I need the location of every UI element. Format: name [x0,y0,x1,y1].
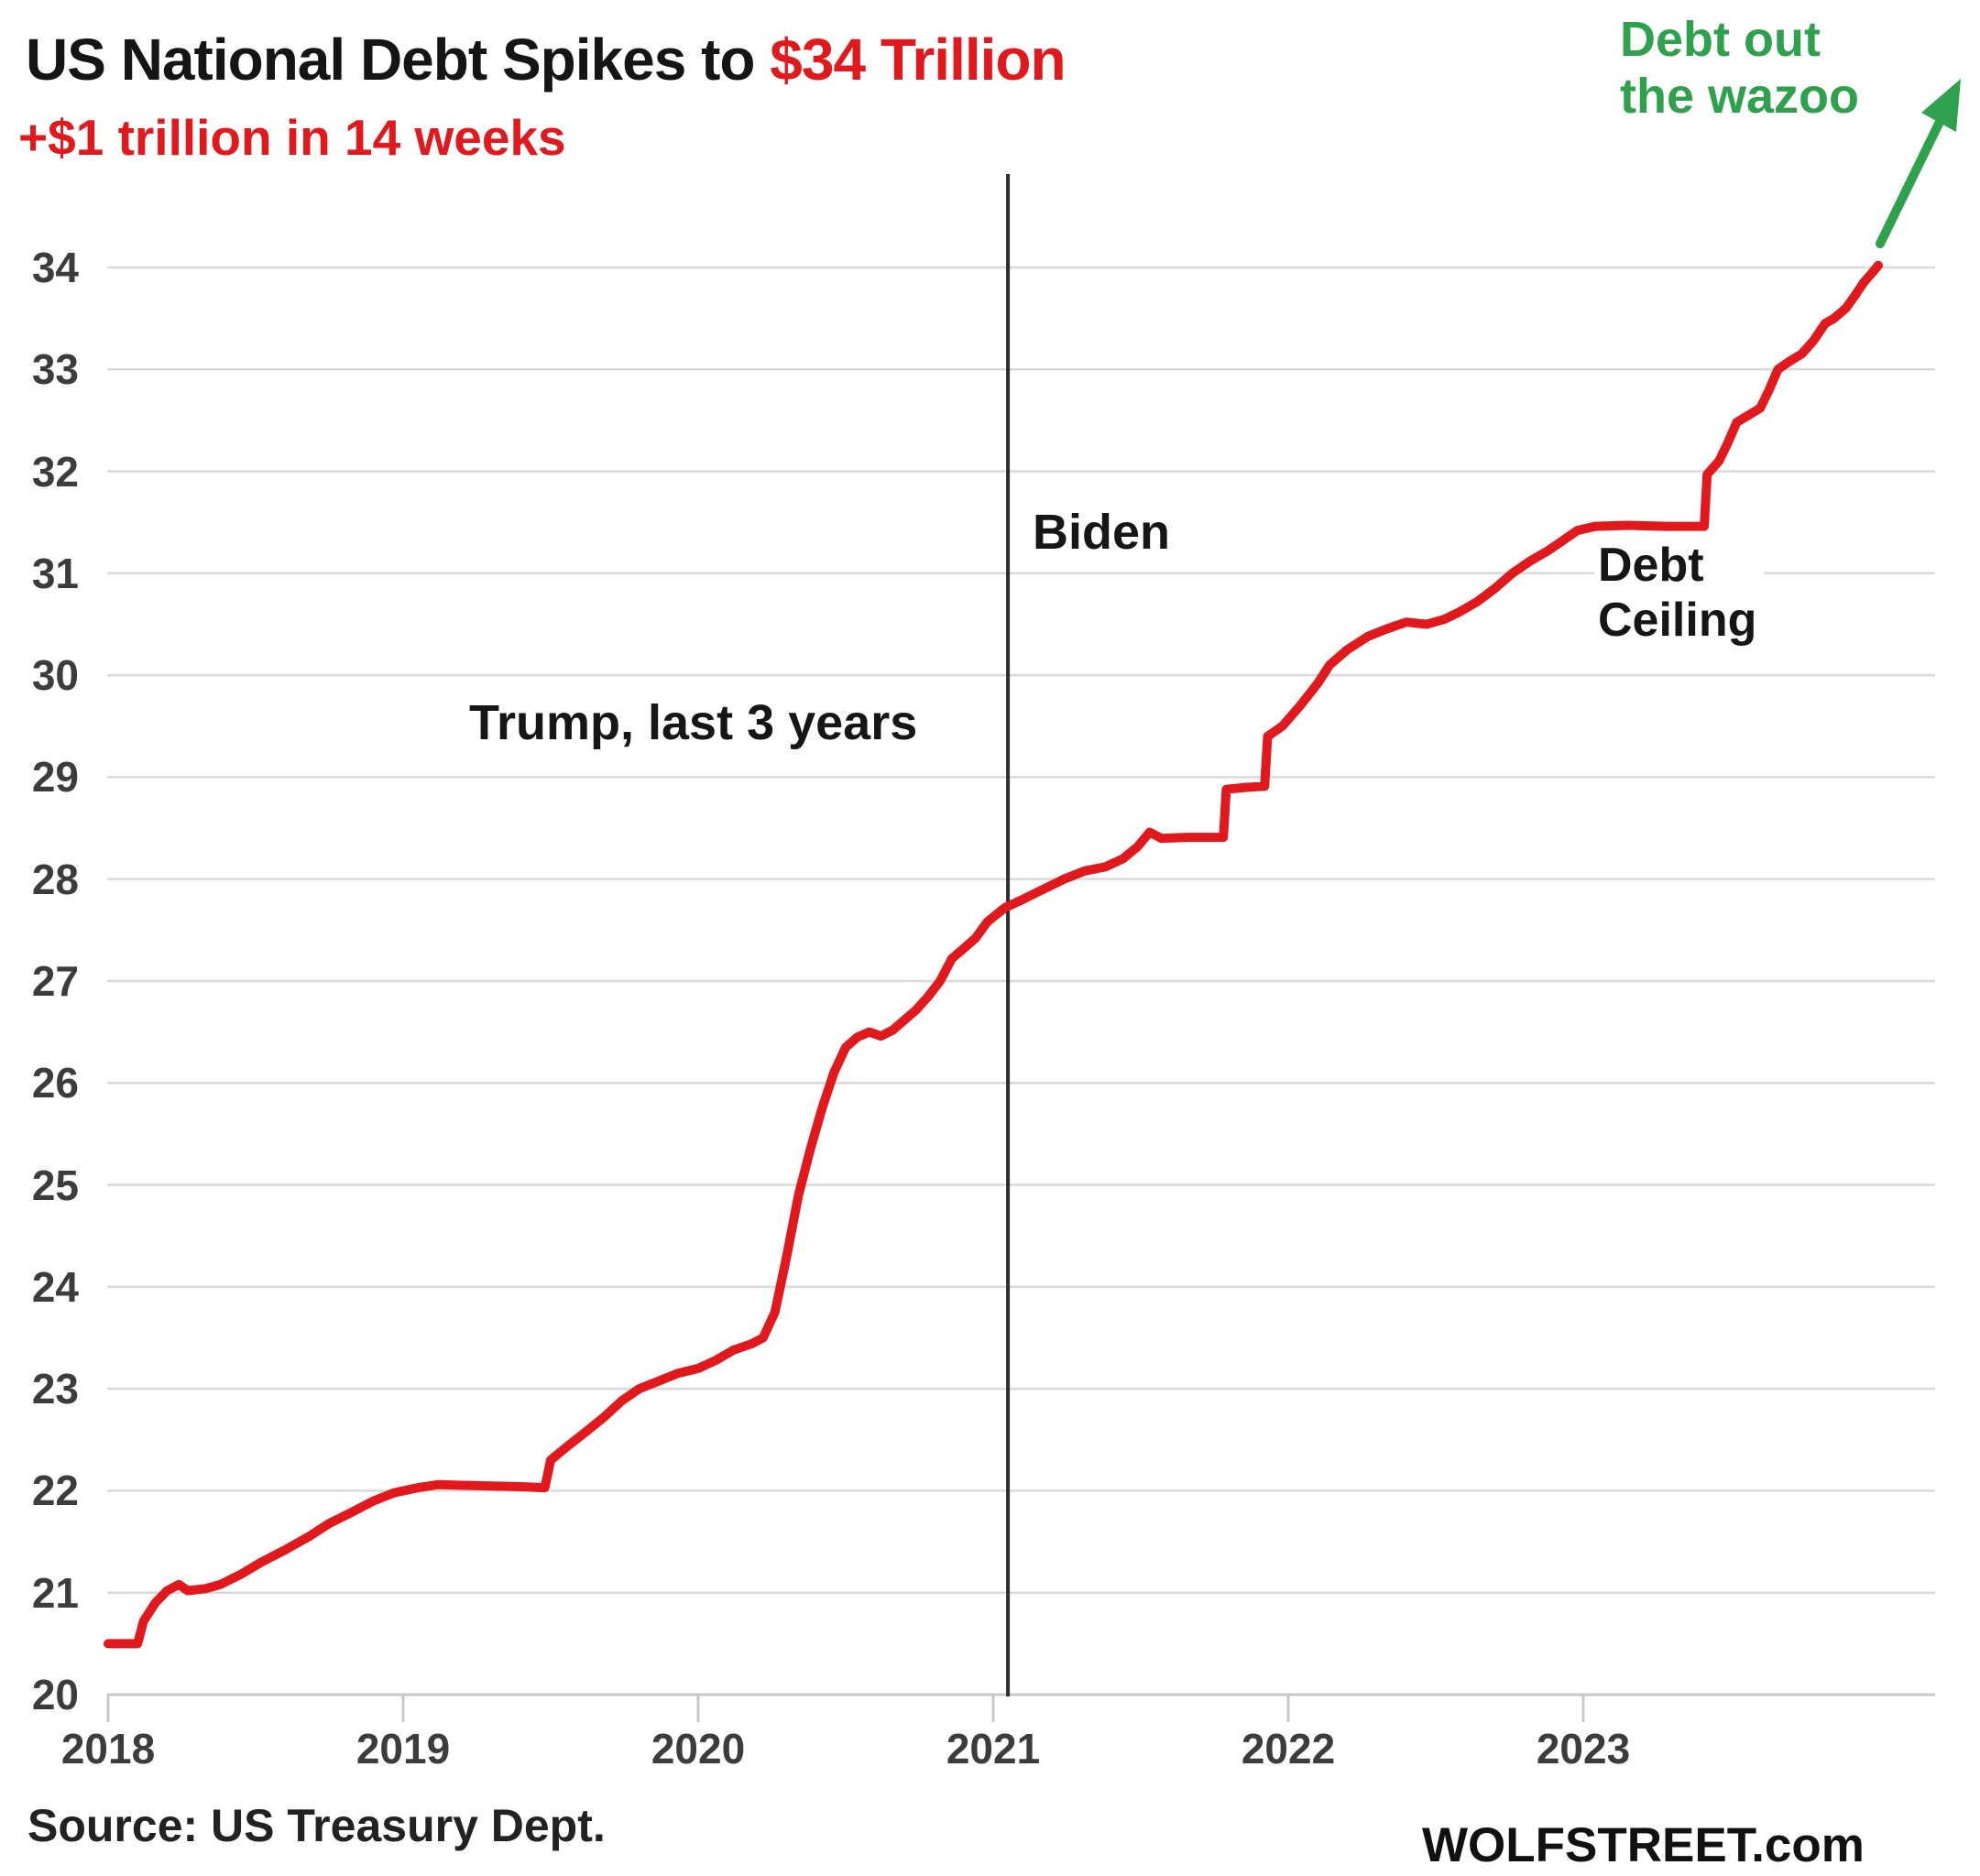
x-tick-label-2020: 2020 [651,1725,746,1772]
gridlines [107,266,1935,1696]
y-tick-label-30: 30 [31,651,79,700]
y-tick-label-21: 21 [31,1568,79,1617]
y-tick-label-23: 23 [31,1365,79,1413]
wolfstreet-watermark: WOLFSTREET.com [1422,1818,1865,1872]
wazoo-annotation-line1: Debt out [1620,12,1821,67]
y-tick-label-31: 31 [31,549,79,597]
wazoo-arrow-shaft [1876,117,1944,248]
x-tick-label-2023: 2023 [1536,1725,1631,1772]
debt-ceiling-annotation: Debt Ceiling [1594,536,1765,649]
debt-ceiling-line1: Debt [1598,539,1704,592]
y-tick-label-25: 25 [31,1161,79,1209]
x-tick-label-2018: 2018 [60,1725,156,1772]
chart-title-black: US National Debt Spikes to [26,27,771,93]
x-tick-label-2019: 2019 [356,1725,451,1772]
chart-title: US National Debt Spikes to $34 Trillion [26,26,1067,93]
trump-annotation: Trump, last 3 years [469,695,918,750]
wazoo-arrow [1876,79,1961,248]
y-tick-label-22: 22 [31,1467,79,1515]
wazoo-arrow-head [1921,79,1961,132]
y-tick-label-28: 28 [31,855,79,903]
chart-title-red: $34 Trillion [770,27,1066,93]
source-credit: Source: US Treasury Dept. [27,1800,606,1851]
debt-ceiling-line2: Ceiling [1598,594,1757,647]
biden-annotation: Biden [1033,505,1171,560]
x-tick-label-2021: 2021 [946,1725,1041,1772]
y-tick-label-24: 24 [31,1262,79,1311]
wazoo-annotation-line2: the wazoo [1620,69,1860,124]
y-tick-label-26: 26 [31,1059,79,1107]
debt-series-line [104,260,1883,1649]
x-tick-label-2022: 2022 [1241,1725,1336,1772]
wazoo-annotation: Debt out the wazoo [1620,11,1859,125]
y-tick-label-33: 33 [31,345,79,394]
y-tick-label-32: 32 [31,447,79,496]
y-tick-label-20: 20 [31,1671,79,1718]
y-tick-label-29: 29 [31,753,79,802]
y-tick-label-34: 34 [31,243,79,291]
y-tick-label-27: 27 [31,956,79,1005]
axis-ticks [106,1695,1585,1722]
chart-subtitle: +$1 trillion in 14 weeks [18,109,566,166]
